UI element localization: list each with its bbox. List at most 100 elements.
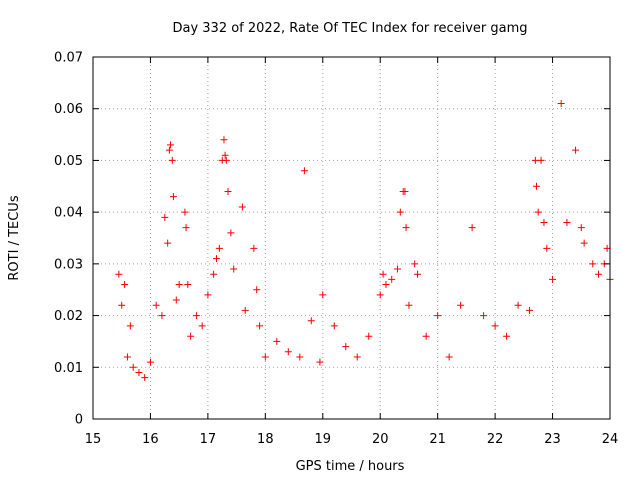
data-point xyxy=(342,343,350,351)
data-point xyxy=(175,281,183,289)
chart-title: Day 332 of 2022, Rate Of TEC Index for r… xyxy=(172,21,527,36)
x-tick-label: 15 xyxy=(85,432,102,447)
data-point xyxy=(549,275,557,283)
data-point xyxy=(401,187,409,195)
data-point xyxy=(230,265,238,273)
data-point xyxy=(135,368,143,376)
data-point xyxy=(115,270,123,278)
data-point xyxy=(393,265,401,273)
data-point xyxy=(396,208,404,216)
data-point xyxy=(434,312,442,320)
data-point xyxy=(165,146,173,154)
data-point xyxy=(595,270,603,278)
data-point xyxy=(365,332,373,340)
data-point xyxy=(503,332,511,340)
x-tick-label: 16 xyxy=(142,432,159,447)
data-point xyxy=(204,291,212,299)
data-point xyxy=(220,136,228,144)
data-point xyxy=(414,270,422,278)
data-point xyxy=(330,322,338,330)
y-tick-label: 0.06 xyxy=(54,102,83,117)
data-point xyxy=(126,322,134,330)
data-point xyxy=(250,244,258,252)
y-tick-labels: 0 0.01 0.02 0.03 0.04 0.05 0.06 0.07 xyxy=(54,51,83,428)
x-axis-label: GPS time / hours xyxy=(296,459,405,474)
data-point xyxy=(563,218,571,226)
data-point xyxy=(172,296,180,304)
x-tick-label: 19 xyxy=(315,432,332,447)
x-tick-label: 23 xyxy=(544,432,561,447)
data-point xyxy=(273,337,281,345)
data-point xyxy=(402,224,410,232)
data-point xyxy=(379,270,387,278)
y-tick-label: 0.02 xyxy=(54,309,83,324)
data-point xyxy=(241,306,249,314)
data-point xyxy=(256,322,264,330)
data-point xyxy=(210,270,218,278)
data-point xyxy=(491,322,499,330)
data-point xyxy=(221,151,229,159)
data-point xyxy=(580,239,588,247)
data-point xyxy=(141,374,149,382)
data-point xyxy=(572,146,580,154)
data-point xyxy=(169,193,177,201)
data-point xyxy=(198,322,206,330)
data-point xyxy=(577,224,585,232)
data-point xyxy=(603,244,611,252)
grid-lines xyxy=(93,57,610,419)
data-point xyxy=(164,239,172,247)
data-point xyxy=(532,182,540,190)
data-point xyxy=(557,100,565,108)
data-point xyxy=(376,291,384,299)
plot-frame xyxy=(92,56,611,420)
data-point xyxy=(445,353,453,361)
data-point xyxy=(213,255,221,263)
data-point xyxy=(422,332,430,340)
data-point xyxy=(589,260,597,268)
data-point xyxy=(388,275,396,283)
y-axis-label: ROTI / TECUs xyxy=(7,195,22,280)
y-tick-label: 0.01 xyxy=(54,361,83,376)
data-point xyxy=(316,358,324,366)
x-tick-label: 18 xyxy=(257,432,274,447)
data-point xyxy=(187,332,195,340)
data-point xyxy=(537,156,545,164)
data-point xyxy=(184,281,192,289)
data-point xyxy=(238,203,246,211)
data-point xyxy=(307,317,315,325)
data-point xyxy=(284,348,292,356)
data-points xyxy=(115,100,614,382)
data-point xyxy=(300,167,308,175)
data-point xyxy=(382,281,390,289)
y-tick-label: 0.04 xyxy=(54,206,83,221)
x-tick-labels: 15 16 17 18 19 20 21 22 23 24 xyxy=(85,432,619,447)
data-point xyxy=(168,156,176,164)
data-point xyxy=(514,301,522,309)
data-point xyxy=(158,312,166,320)
data-point xyxy=(152,301,160,309)
x-tick-label: 17 xyxy=(200,432,217,447)
data-point xyxy=(146,358,154,366)
x-tick-label: 21 xyxy=(429,432,446,447)
x-tick-label: 22 xyxy=(487,432,504,447)
data-point xyxy=(411,260,419,268)
data-point xyxy=(181,208,189,216)
data-point xyxy=(543,244,551,252)
data-point xyxy=(129,363,137,371)
data-point xyxy=(353,353,361,361)
data-point xyxy=(405,301,413,309)
data-point xyxy=(526,306,534,314)
x-tick-label: 20 xyxy=(372,432,389,447)
data-point xyxy=(480,312,488,320)
data-point xyxy=(222,156,230,164)
data-point xyxy=(123,353,131,361)
data-point xyxy=(540,218,548,226)
data-point xyxy=(261,353,269,361)
y-tick-label: 0.03 xyxy=(54,257,83,272)
data-point xyxy=(182,224,190,232)
y-tick-label: 0.05 xyxy=(54,154,83,169)
x-tick-label: 24 xyxy=(602,432,619,447)
data-point xyxy=(192,312,200,320)
